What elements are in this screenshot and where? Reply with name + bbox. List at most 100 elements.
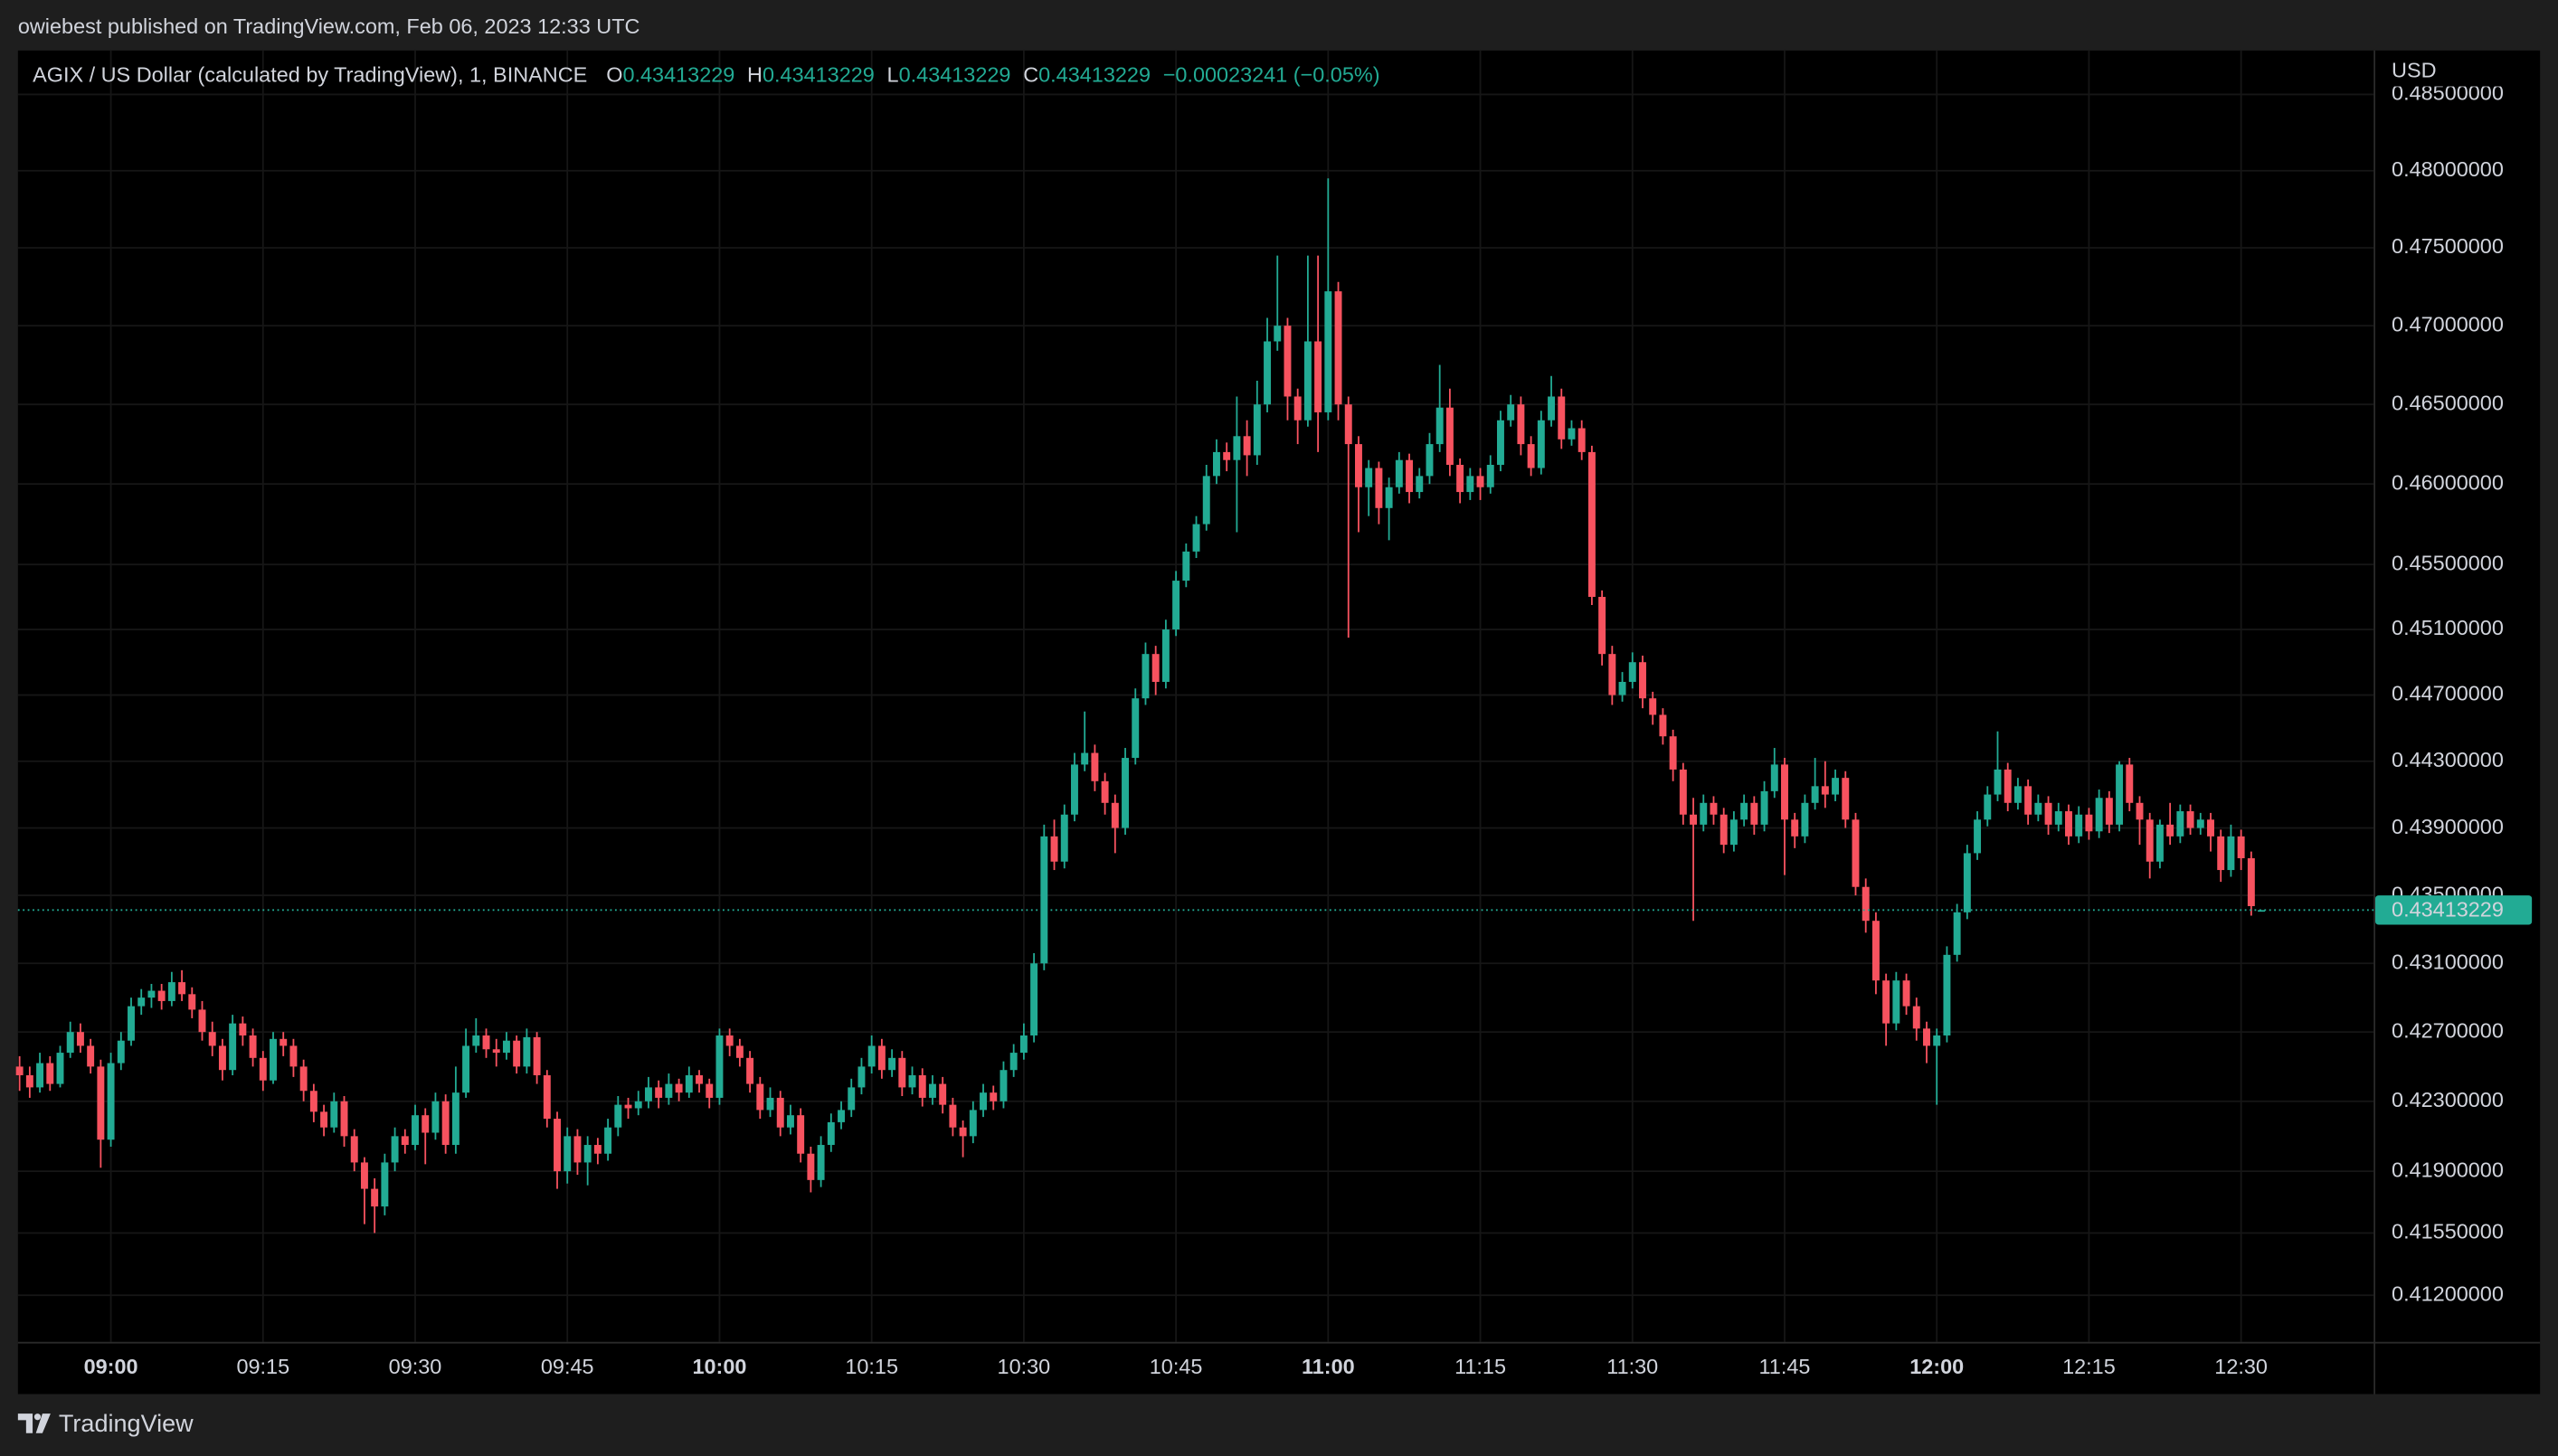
candle-body [1040, 836, 1048, 964]
x-tick-label: 09:30 [389, 1355, 442, 1378]
candle-body [198, 1009, 206, 1033]
candle-body [1060, 814, 1068, 862]
candle-body [299, 1066, 308, 1092]
candle-body [2217, 836, 2225, 871]
candle-body [36, 1063, 44, 1088]
candle-body [857, 1066, 866, 1088]
candle-body [827, 1121, 835, 1146]
candle-body [1618, 682, 1626, 695]
candle-body [2136, 802, 2144, 820]
candle-body [715, 1035, 724, 1098]
time-axis: 09:00 09:15 09:30 09:45 10:00 10:15 10:30 10:45… [84, 1355, 2268, 1378]
candle-body [25, 1074, 33, 1088]
x-tick-label: 09:00 [84, 1355, 138, 1378]
candle-body [523, 1036, 531, 1067]
candle-body [137, 997, 146, 1007]
candle-body [1821, 786, 1829, 795]
candle-body [735, 1045, 744, 1058]
candle-body [675, 1083, 683, 1093]
candle-body [554, 1119, 561, 1172]
candle-body [401, 1136, 409, 1146]
candle-body [1852, 819, 1860, 887]
candle-body [685, 1074, 693, 1093]
candle-body [1122, 758, 1130, 828]
candle-body [441, 1101, 450, 1146]
candle-body [1801, 802, 1809, 837]
legend-change: −0.00023241 (−0.05%) [1163, 63, 1380, 87]
candle-body [1274, 326, 1282, 342]
candle-body [1690, 814, 1698, 825]
candle-body [665, 1083, 673, 1098]
candle-body [1649, 698, 1657, 715]
candle-body [838, 1110, 845, 1122]
candle-body [1172, 581, 1180, 630]
candle-body [1233, 436, 1241, 460]
y-tick-label: 0.44300000 [2392, 748, 2504, 771]
candle-body [1416, 476, 1424, 493]
candle-body [412, 1115, 419, 1146]
candle-body [1223, 451, 1231, 460]
candle-body [1729, 819, 1738, 846]
candle-body [1142, 654, 1150, 699]
y-tick-label: 0.45100000 [2392, 616, 2504, 639]
candle-body [1091, 752, 1099, 781]
candle-body [696, 1074, 703, 1084]
x-tick-label: 10:00 [692, 1355, 746, 1378]
candle-body [969, 1110, 977, 1137]
legend-value: 0.43413229 [622, 63, 734, 87]
candle-body [371, 1188, 379, 1207]
candle-body [1264, 341, 1272, 405]
candle-body [2024, 786, 2032, 815]
logo-part [17, 1413, 33, 1433]
y-tick-label: 0.41900000 [2392, 1158, 2504, 1181]
candle-body [1994, 769, 2002, 795]
candle-body [147, 990, 156, 998]
candle-body [949, 1104, 957, 1128]
candle-body [1659, 714, 1667, 737]
candle-body [867, 1045, 876, 1067]
candle-body [1395, 459, 1403, 487]
candle-body [1984, 794, 1992, 820]
candle-body [1000, 1070, 1008, 1101]
candle-body [259, 1057, 267, 1081]
candle-body [289, 1045, 298, 1067]
candle-body [1435, 407, 1444, 445]
candle-body [2095, 798, 2103, 832]
candle-body [1862, 886, 1870, 922]
candle-body [1912, 1006, 1920, 1029]
candle-body [706, 1083, 714, 1098]
candle-body [309, 1091, 317, 1112]
candle-body [2247, 858, 2255, 906]
candle-body [46, 1063, 54, 1084]
candles [15, 178, 2266, 1234]
candle-body [391, 1136, 399, 1163]
candle-body [1324, 291, 1332, 412]
candle-body [1832, 778, 1840, 795]
candle-body [2166, 824, 2174, 837]
candle-body [1811, 786, 1819, 803]
x-tick-label: 11:30 [1606, 1355, 1658, 1378]
y-tick-label: 0.46000000 [2392, 470, 2504, 494]
candle-body [1568, 428, 1576, 440]
candle-body [898, 1057, 906, 1088]
candle-body [513, 1040, 521, 1067]
candle-body [1902, 980, 1910, 1007]
candle-body [1974, 819, 1982, 854]
candle-body [2116, 764, 2124, 825]
candle-body [56, 1053, 64, 1084]
candle-body [2034, 802, 2042, 815]
candle-body [107, 1063, 115, 1140]
x-tick-label: 11:15 [1454, 1355, 1506, 1378]
candle-body [320, 1111, 328, 1128]
candle-body [939, 1083, 947, 1105]
candle-body [543, 1074, 551, 1120]
candle-body [1923, 1028, 1930, 1046]
candle-body [2126, 764, 2134, 803]
candle-body [1476, 476, 1484, 487]
candle-body [1019, 1035, 1028, 1054]
candle-body [1710, 802, 1718, 815]
candle-body [1192, 524, 1200, 552]
axis-unit: USD [2392, 59, 2436, 82]
candle-body [1344, 404, 1352, 445]
